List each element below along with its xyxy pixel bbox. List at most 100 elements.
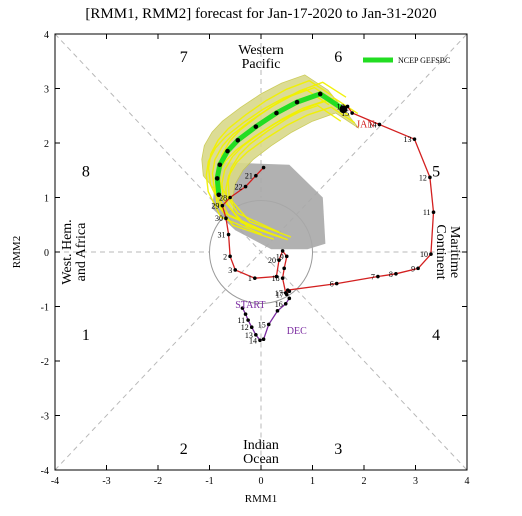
data-point: [261, 337, 266, 342]
phase-number: 3: [334, 441, 342, 458]
data-point: [233, 268, 238, 272]
ensemble-member-line: [218, 81, 347, 233]
day-label: 16: [337, 102, 345, 111]
ensemble-member-line: [205, 88, 330, 235]
data-point: [287, 296, 292, 301]
day-label: 14: [368, 120, 376, 129]
ensemble-member-line: [227, 97, 359, 238]
y-tick-label: -2: [41, 357, 49, 368]
day-label: 31: [218, 231, 226, 240]
data-point: [283, 291, 288, 295]
day-label: 16: [275, 300, 283, 309]
x-tick-label: -4: [51, 476, 59, 487]
y-tick-label: 0: [44, 248, 49, 259]
month-label: START: [235, 300, 265, 311]
day-label: 8: [389, 270, 393, 279]
data-point: [280, 276, 285, 280]
data-point: [377, 122, 382, 127]
data-point: [275, 309, 280, 313]
day-label: 9: [411, 264, 415, 273]
day-label: 22: [235, 183, 243, 192]
y-axis-label: RMM2: [11, 236, 23, 268]
region-label-line: West. Hem.: [60, 219, 75, 284]
background-layer: 12 345678WesternPacificIndianOceanMaritim…: [54, 33, 468, 471]
region-label-line: Continent: [433, 224, 448, 279]
day-label: 13: [245, 331, 253, 340]
phase-number: 2: [180, 441, 188, 458]
data-point: [220, 203, 225, 208]
data-point: [394, 272, 398, 276]
day-label: 2: [223, 252, 227, 261]
y-tick-label: -4: [41, 466, 49, 477]
data-point: [350, 111, 354, 115]
day-label: 19: [276, 252, 284, 261]
legend-label: NCEP GEFSBC: [398, 56, 450, 65]
region-label-line: Pacific: [242, 57, 281, 72]
day-label: 7: [371, 273, 375, 282]
chart-title: [RMM1, RMM2] forecast for Jan-17-2020 to…: [85, 6, 437, 22]
x-tick-label: 1: [310, 476, 315, 487]
day-label: 17: [276, 291, 284, 300]
data-point: [412, 137, 417, 141]
data-point: [277, 258, 281, 262]
data-point: [246, 318, 250, 322]
day-label: 12: [241, 323, 249, 332]
day-label: 12: [419, 173, 427, 182]
data-point: [282, 266, 286, 271]
region-label-line: and Africa: [74, 222, 89, 281]
x-tick-label: 4: [465, 476, 470, 487]
ensemble-member-line: [214, 104, 342, 240]
phase-number: 7: [180, 49, 188, 66]
day-label: 11: [237, 316, 245, 325]
series-layer: [214, 91, 436, 343]
data-point: [217, 162, 223, 168]
day-label: 20: [268, 256, 276, 265]
data-point: [228, 254, 232, 259]
x-tick-label: 2: [362, 476, 367, 487]
day-label: 11: [423, 208, 431, 217]
data-point: [334, 281, 339, 286]
x-tick-label: 0: [259, 476, 264, 487]
x-tick-label: -1: [205, 476, 213, 487]
x-tick-label: 3: [413, 476, 418, 487]
data-point: [214, 176, 220, 181]
data-point: [249, 325, 254, 330]
y-tick-label: -3: [41, 412, 49, 423]
day-label: 14: [249, 336, 257, 345]
data-point: [228, 195, 232, 200]
data-point: [431, 210, 436, 215]
ensemble-member-line: [207, 79, 333, 233]
data-point: [429, 252, 433, 256]
day-label: 15: [341, 109, 349, 118]
ensemble-member-line: [221, 99, 350, 239]
data-point: [294, 99, 300, 105]
data-point: [261, 165, 266, 170]
data-point: [274, 110, 279, 116]
day-label: 29: [211, 202, 219, 211]
data-point: [240, 306, 245, 310]
day-label: 21: [245, 172, 253, 181]
data-point: [243, 184, 248, 189]
x-axis-label: RMM1: [245, 493, 277, 505]
day-label: 15: [258, 320, 266, 329]
data-point: [258, 338, 262, 343]
day-label: 3: [228, 266, 232, 275]
region-label-line: Indian: [243, 438, 279, 453]
y-tick-label: 1: [44, 194, 49, 205]
data-point: [284, 254, 289, 259]
day-label: 1: [248, 274, 252, 283]
data-point: [428, 175, 432, 180]
data-point: [283, 301, 288, 306]
phase-number: 4: [432, 327, 440, 344]
phase-divider-antidiagonal: [54, 33, 468, 471]
data-point: [216, 192, 222, 198]
data-point: [317, 91, 323, 97]
region-label-line: Western: [238, 43, 284, 58]
x-tick-label: -3: [102, 476, 110, 487]
y-tick-label: -1: [41, 303, 49, 314]
